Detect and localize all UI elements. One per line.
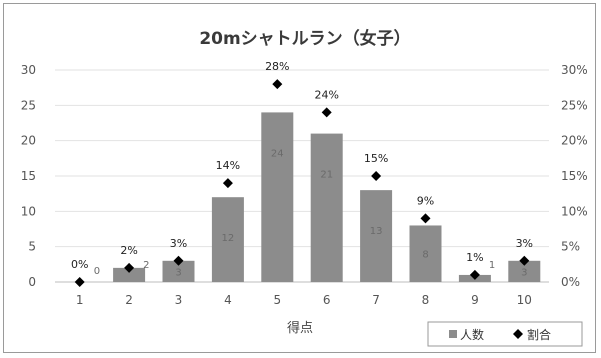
right-tick-label: 30% [561,63,588,77]
x-tick-label: 10 [517,293,532,307]
ratio-label: 9% [417,194,434,207]
left-tick-label: 5 [28,240,36,254]
x-tick-label: 6 [323,293,331,307]
bar-value-label: 8 [422,250,428,261]
x-axis-title: 得点 [287,320,313,336]
bar [261,112,294,283]
ratio-label: 28% [265,60,289,73]
bar-value-label: 2 [143,260,149,271]
right-tick-label: 25% [561,98,588,112]
x-tick-label: 8 [422,293,430,307]
right-axis-ticks: 0% 5% 10% 15% 20% 25% 30% [561,63,588,289]
ratio-marker [321,107,332,118]
chart-frame [3,3,596,353]
ratio-marker [519,255,530,266]
ratio-marker [124,262,135,273]
ratio-label: 14% [216,159,240,172]
bar [409,225,442,282]
left-tick-label: 0 [28,275,36,289]
legend-marker-swatch [513,329,523,339]
ratio-label: 2% [120,244,137,257]
ratio-label: 15% [364,152,388,165]
right-tick-label: 5% [561,240,580,254]
legend-marker-label: 割合 [527,327,551,342]
bar [360,190,393,282]
x-tick-label: 7 [372,293,380,307]
left-tick-label: 10 [21,204,36,218]
x-tick-label: 9 [471,293,479,307]
x-axis-ticks: 1 2 3 4 5 6 7 8 9 10 [76,293,532,307]
bar-value-label: 13 [370,226,383,237]
left-tick-label: 15 [21,169,36,183]
bar [113,267,146,282]
left-tick-label: 20 [21,134,36,148]
bar-value-label: 12 [222,233,235,244]
bar-series [113,112,541,283]
left-axis-ticks: 0 5 10 15 20 25 30 [21,63,36,289]
ratio-label: 24% [314,88,338,101]
x-tick-label: 1 [76,293,84,307]
ratio-label: 1% [466,251,483,264]
ratio-marker [222,178,233,189]
bar [162,260,195,282]
bar [508,260,541,282]
ratio-marker [371,171,382,181]
bar-value-label: 3 [175,267,181,278]
ratio-marker [469,269,480,280]
ratio-markers [74,79,530,287]
bar [310,133,343,282]
right-tick-label: 15% [561,169,588,183]
bar-value-label: 3 [521,267,527,278]
x-tick-label: 4 [224,293,232,307]
right-tick-label: 0% [561,275,580,289]
x-tick-label: 5 [273,293,281,307]
bar-value-label: 21 [320,170,333,181]
bar-value-label: 0 [94,266,100,277]
ratio-label: 0% [71,258,88,271]
ratio-label: 3% [516,237,533,250]
x-tick-label: 3 [175,293,183,307]
ratio-marker [74,277,85,287]
right-tick-label: 10% [561,204,588,218]
bar-value-label: 1 [489,260,495,271]
x-tick-label: 2 [125,293,133,307]
bar-value-label: 24 [271,148,284,159]
left-tick-label: 30 [21,63,36,77]
ratio-label: 3% [170,237,187,250]
legend-bar-label: 人数 [460,327,484,342]
left-tick-label: 25 [21,98,36,112]
legend: 人数 割合 [427,321,583,347]
right-tick-label: 20% [561,134,588,148]
bar [211,197,244,282]
chart-title: 20mシャトルラン（女子） [199,28,410,49]
legend-bar-swatch [449,330,457,338]
ratio-marker [173,255,184,266]
ratio-labels: 0% 2% 3% 14% 28% 24% 15% 9% 1% 3% [71,60,533,271]
ratio-marker [420,213,431,224]
ratio-marker [272,79,283,90]
